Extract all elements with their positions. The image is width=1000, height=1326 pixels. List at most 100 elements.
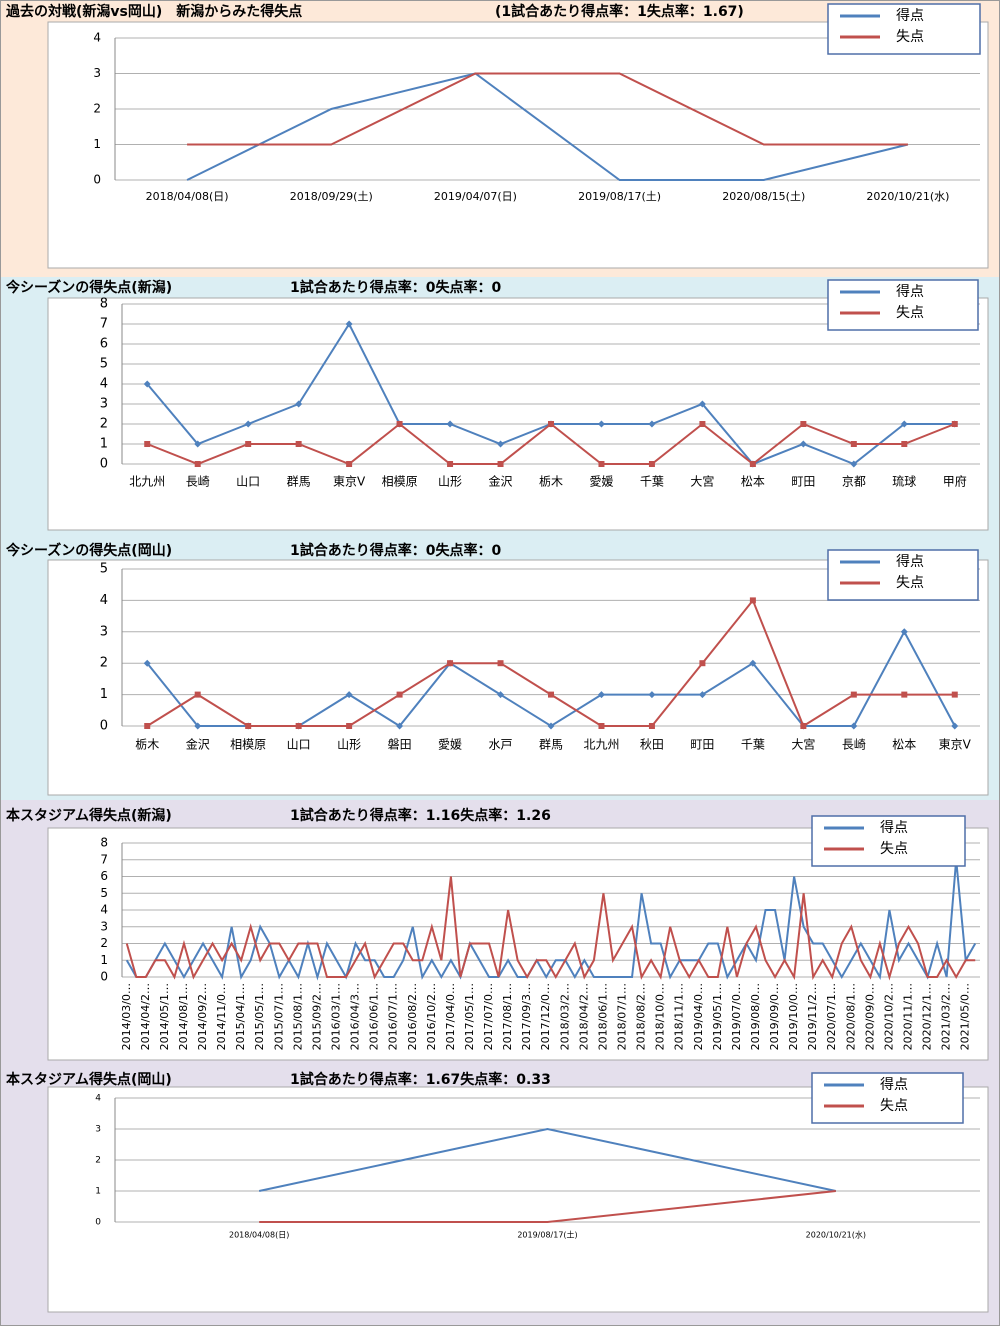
x-tick-label: 2016/06/1… bbox=[368, 983, 381, 1050]
x-tick-label: 東京V bbox=[333, 475, 366, 489]
chart-subtitle: 1試合あたり得点率：1.67失点率：0.33 bbox=[290, 1071, 551, 1088]
x-tick-label: 群馬 bbox=[287, 475, 311, 489]
x-tick-label: 磐田 bbox=[388, 738, 412, 752]
x-tick-label: 千葉 bbox=[741, 738, 765, 752]
point-marker bbox=[800, 421, 807, 427]
x-tick-label: 2020/08/1… bbox=[844, 983, 857, 1050]
chart-title: 本スタジアム得失点(岡山) bbox=[6, 1071, 172, 1088]
x-tick-label: 2020/10/2… bbox=[882, 983, 895, 1050]
point-marker bbox=[648, 723, 655, 729]
y-tick-label: 4 bbox=[100, 903, 108, 917]
y-tick-label: 0 bbox=[95, 1218, 101, 1228]
y-tick-label: 1 bbox=[93, 137, 101, 151]
x-tick-label: 2018/07/1… bbox=[616, 983, 629, 1050]
y-tick-label: 2 bbox=[95, 1156, 101, 1166]
x-tick-label: 2016/07/1… bbox=[387, 983, 400, 1050]
point-marker bbox=[144, 723, 151, 729]
x-tick-label: 2021/03/2… bbox=[940, 983, 953, 1050]
y-tick-label: 2 bbox=[100, 417, 108, 432]
point-marker bbox=[598, 723, 605, 729]
chart-title: 本スタジアム得失点(新潟) bbox=[6, 807, 172, 824]
x-tick-label: 2016/08/2… bbox=[406, 983, 419, 1050]
y-tick-label: 2 bbox=[100, 936, 108, 950]
x-tick-label: 2014/04/2… bbox=[139, 983, 152, 1050]
x-tick-label: 相模原 bbox=[382, 475, 418, 489]
x-tick-label: 2017/12/0… bbox=[539, 983, 552, 1050]
point-marker bbox=[648, 420, 656, 428]
x-tick-label: 2017/05/1… bbox=[463, 983, 476, 1050]
x-tick-label: 2014/03/0… bbox=[120, 983, 133, 1050]
x-tick-label: 栃木 bbox=[135, 738, 159, 752]
point-marker bbox=[497, 691, 505, 699]
point-marker bbox=[699, 660, 706, 667]
x-tick-label: 2020/08/15(土) bbox=[722, 190, 805, 203]
point-marker bbox=[951, 691, 958, 698]
legend-label: 得点 bbox=[896, 7, 924, 24]
chart-subtitle: 1試合あたり得点率：1.16失点率：1.26 bbox=[290, 807, 551, 824]
point-marker bbox=[698, 400, 706, 408]
x-tick-label: 松本 bbox=[741, 475, 765, 489]
x-tick-label: 2018/03/2… bbox=[558, 983, 571, 1050]
x-tick-label: 金沢 bbox=[186, 737, 210, 752]
x-tick-label: 山口 bbox=[287, 738, 311, 752]
y-tick-label: 0 bbox=[100, 719, 108, 734]
point-marker bbox=[850, 722, 858, 730]
series-line bbox=[259, 1190, 836, 1223]
legend-box bbox=[827, 549, 979, 601]
point-marker bbox=[396, 722, 404, 730]
y-tick-label: 1 bbox=[100, 437, 108, 452]
series-line bbox=[125, 876, 976, 981]
point-marker bbox=[446, 420, 454, 428]
y-tick-label: 5 bbox=[100, 562, 108, 577]
y-tick-label: 3 bbox=[100, 397, 108, 412]
point-marker bbox=[850, 691, 857, 698]
point-marker bbox=[143, 659, 151, 667]
y-tick-label: 0 bbox=[93, 173, 101, 187]
x-tick-label: 2016/04/3… bbox=[349, 983, 362, 1050]
x-tick-label: 2015/05/1… bbox=[253, 983, 266, 1050]
x-tick-label: 2019/11/2… bbox=[806, 983, 819, 1050]
point-marker bbox=[548, 421, 554, 427]
x-tick-label: 2016/10/2… bbox=[425, 983, 438, 1050]
x-tick-label: 水戸 bbox=[489, 738, 513, 752]
legend-label: 失点 bbox=[880, 841, 908, 857]
point-marker bbox=[900, 628, 908, 636]
x-tick-label: 2019/05/1… bbox=[711, 983, 724, 1050]
x-tick-label: 松本 bbox=[892, 738, 916, 752]
x-tick-label: 町田 bbox=[791, 475, 815, 489]
point-marker bbox=[295, 441, 302, 447]
chart-title: 過去の対戦(新潟vs岡山) 新潟からみた得失点 bbox=[5, 3, 302, 20]
series-line bbox=[187, 72, 908, 146]
x-tick-label: 大宮 bbox=[690, 474, 714, 489]
x-tick-label: 大宮 bbox=[791, 737, 815, 752]
x-tick-label: 2020/11/1… bbox=[902, 983, 915, 1050]
legend-label: 得点 bbox=[896, 553, 924, 570]
point-marker bbox=[245, 723, 252, 729]
point-marker bbox=[194, 440, 202, 448]
point-marker bbox=[497, 461, 504, 467]
point-marker bbox=[850, 441, 857, 447]
point-marker bbox=[194, 691, 201, 698]
point-marker bbox=[598, 461, 605, 467]
point-marker bbox=[749, 461, 756, 467]
x-tick-label: 琉球 bbox=[892, 475, 916, 489]
x-tick-label: 山口 bbox=[236, 475, 260, 489]
legend-label: 失点 bbox=[880, 1098, 908, 1114]
legend-label: 失点 bbox=[896, 29, 924, 45]
point-marker bbox=[194, 461, 201, 467]
y-tick-label: 7 bbox=[100, 317, 108, 332]
point-marker bbox=[749, 597, 756, 604]
x-tick-label: 2019/07/0… bbox=[730, 983, 743, 1050]
x-tick-label: 2017/09/3… bbox=[520, 983, 533, 1050]
legend-box bbox=[811, 1072, 964, 1124]
x-tick-label: 2020/09/0… bbox=[863, 983, 876, 1050]
x-tick-label: 2014/09/2… bbox=[196, 983, 209, 1050]
chart-title: 今シーズンの得失点(岡山) bbox=[5, 542, 172, 559]
point-marker bbox=[698, 691, 706, 699]
x-tick-label: 2017/04/0… bbox=[444, 983, 457, 1050]
legend-box bbox=[827, 279, 979, 331]
x-tick-label: 町田 bbox=[690, 738, 714, 752]
point-marker bbox=[799, 440, 807, 448]
x-tick-label: 2018/06/1… bbox=[596, 983, 609, 1050]
y-tick-label: 3 bbox=[100, 624, 108, 639]
